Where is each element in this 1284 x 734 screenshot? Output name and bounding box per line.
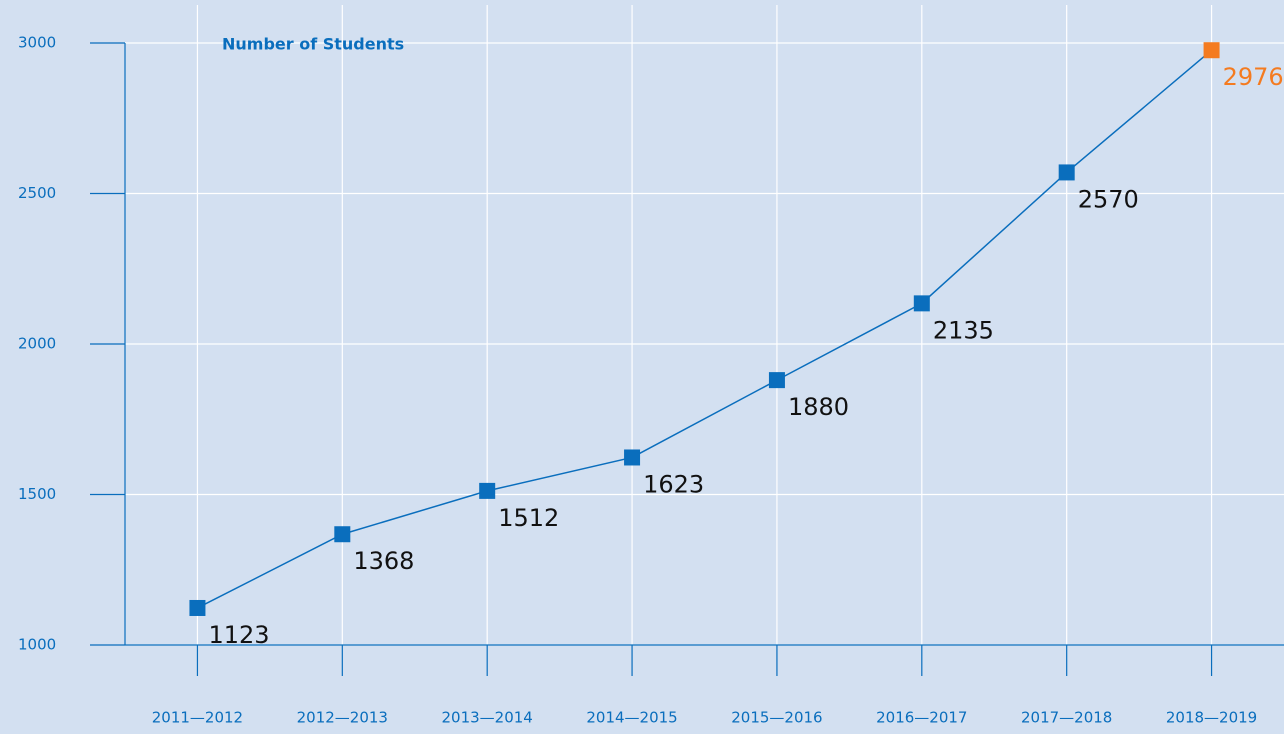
y-tick-label: 1000 xyxy=(18,636,56,654)
y-tick-label: 3000 xyxy=(18,34,56,52)
data-point xyxy=(913,295,930,312)
data-label: 1880 xyxy=(788,393,849,421)
y-tick-label: 2500 xyxy=(18,184,56,202)
x-tick-label: 2018—2019 xyxy=(1166,709,1257,727)
chart-title: Number of Students xyxy=(222,35,404,54)
data-point xyxy=(1203,42,1220,59)
data-point xyxy=(624,449,641,466)
x-tick-label: 2012—2013 xyxy=(297,709,388,727)
x-tick-label: 2014—2015 xyxy=(586,709,677,727)
data-label: 1623 xyxy=(643,470,704,498)
data-point xyxy=(768,372,785,389)
data-point xyxy=(479,482,496,499)
y-tick-label: 1500 xyxy=(18,485,56,503)
x-tick-label: 2017—2018 xyxy=(1021,709,1112,727)
data-line xyxy=(197,49,1213,609)
data-point xyxy=(189,599,206,616)
x-tick-label: 2011—2012 xyxy=(152,709,243,727)
grid xyxy=(125,5,1284,646)
data-label: 1512 xyxy=(498,504,559,532)
y-tick-label: 2000 xyxy=(18,335,56,353)
x-tick-label: 2013—2014 xyxy=(442,709,533,727)
data-label: 2570 xyxy=(1078,185,1139,213)
data-label: 1368 xyxy=(353,547,414,575)
data-label: 2135 xyxy=(933,316,994,344)
x-tick-label: 2016—2017 xyxy=(876,709,967,727)
data-label: 1123 xyxy=(208,621,269,649)
data-label: 2976 xyxy=(1223,63,1284,91)
data-point xyxy=(1058,164,1075,181)
data-point xyxy=(334,526,351,543)
x-tick-label: 2015—2016 xyxy=(731,709,822,727)
